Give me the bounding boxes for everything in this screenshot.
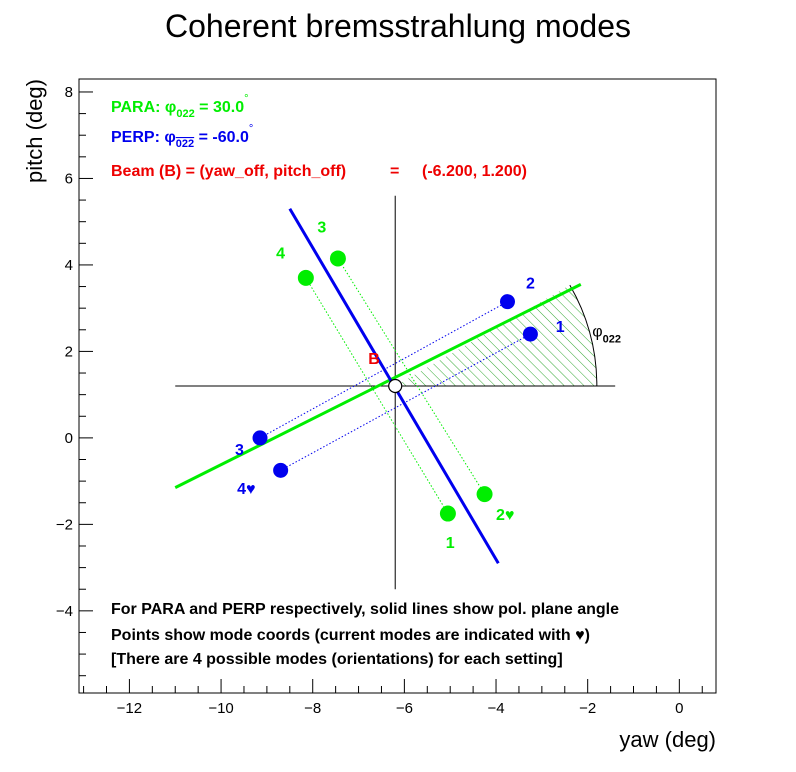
perp-mode-point bbox=[273, 462, 289, 478]
note-line-3: [There are 4 possible modes (orientation… bbox=[111, 651, 563, 668]
x-tick-label: −10 bbox=[208, 700, 233, 717]
legend-para-prefix: PARA: bbox=[111, 99, 165, 116]
y-tick-label: 8 bbox=[65, 84, 73, 101]
x-tick-label: −2 bbox=[579, 700, 596, 717]
legend-para-value: = 30.0 bbox=[195, 99, 244, 116]
svg-text:PERP: φ022 = -60.0°: PERP: φ022 = -60.0° bbox=[111, 123, 253, 150]
perp-mode-point bbox=[522, 326, 538, 342]
perp-mode-point bbox=[499, 294, 515, 310]
legend-perp-deg: ° bbox=[249, 123, 253, 135]
legend-perp-sub: 022 bbox=[176, 138, 194, 150]
perp-mode-label: 2 bbox=[526, 276, 535, 293]
phi-angle-label: φ022 bbox=[592, 323, 621, 345]
pol-plane-line-para bbox=[174, 283, 582, 489]
para-mode-point bbox=[297, 269, 314, 286]
para-mode-point bbox=[476, 486, 493, 503]
para-mode-label: 3 bbox=[317, 220, 326, 237]
chart-title: Coherent bremsstrahlung modes bbox=[165, 8, 631, 44]
legend-beam-eq: = bbox=[390, 163, 399, 180]
beam-label: B bbox=[368, 351, 380, 368]
legend-perp: PERP: φ022 = -60.0° bbox=[111, 123, 253, 150]
para-mode-label: 1 bbox=[446, 535, 455, 552]
legend-para-phi: φ bbox=[165, 99, 176, 116]
legend-para: PARA: φ022 = 30.0° bbox=[111, 93, 249, 120]
legend-perp-phi: φ bbox=[164, 129, 175, 146]
legend-para-sub: 022 bbox=[176, 108, 194, 120]
plot-frame bbox=[78, 78, 717, 694]
angle-arc bbox=[569, 284, 598, 387]
y-tick-label: −4 bbox=[56, 603, 73, 620]
x-tick-label: −4 bbox=[487, 700, 504, 717]
note-line-1: For PARA and PERP respectively, solid li… bbox=[111, 601, 619, 618]
x-axis-label: yaw (deg) bbox=[619, 727, 716, 752]
mode-connector-para bbox=[305, 277, 449, 514]
legend-para-deg: ° bbox=[244, 93, 248, 105]
x-tick-label: −12 bbox=[117, 700, 142, 717]
para-mode-point bbox=[439, 505, 456, 522]
y-axis-ticks: −4 −2 0 2 4 6 8 bbox=[56, 84, 93, 677]
perp-mode-label: 3 bbox=[235, 442, 244, 459]
legend-beam-label: Beam (B) = (yaw_off, pitch_off) bbox=[111, 163, 346, 180]
para-mode-point bbox=[329, 250, 346, 267]
y-tick-label: 0 bbox=[65, 430, 73, 447]
x-tick-label: 0 bbox=[675, 700, 683, 717]
para-mode-label: 4 bbox=[276, 245, 285, 262]
y-axis-label: pitch (deg) bbox=[22, 79, 47, 183]
perp-mode-label: 1 bbox=[556, 319, 565, 336]
para-mode-label: 2♥ bbox=[496, 507, 514, 524]
mode-connector-perp bbox=[280, 333, 531, 471]
angle-hatch bbox=[395, 285, 597, 386]
note-line-2: Points show mode coords (current modes a… bbox=[111, 627, 590, 644]
legend-perp-value: = -60.0 bbox=[194, 129, 249, 146]
legend-beam-value: (-6.200, 1.200) bbox=[422, 163, 527, 180]
perp-mode-label: 4♥ bbox=[237, 481, 255, 498]
x-axis-ticks: −12 −10 −8 −6 −4 −2 0 bbox=[83, 679, 703, 717]
x-tick-label: −8 bbox=[304, 700, 321, 717]
beam-marker bbox=[388, 378, 403, 394]
legend-beam: Beam (B) = (yaw_off, pitch_off) = (-6.20… bbox=[111, 163, 527, 180]
y-tick-label: −2 bbox=[56, 516, 73, 533]
svg-text:PARA: φ022 = 30.0°: PARA: φ022 = 30.0° bbox=[111, 93, 249, 120]
x-tick-label: −6 bbox=[396, 700, 413, 717]
mode-connector-para bbox=[337, 258, 485, 495]
y-tick-label: 6 bbox=[65, 170, 73, 187]
y-tick-label: 2 bbox=[65, 343, 73, 360]
legend-perp-prefix: PERP: bbox=[111, 129, 164, 146]
perp-mode-point bbox=[252, 430, 268, 446]
y-tick-label: 4 bbox=[65, 257, 73, 274]
